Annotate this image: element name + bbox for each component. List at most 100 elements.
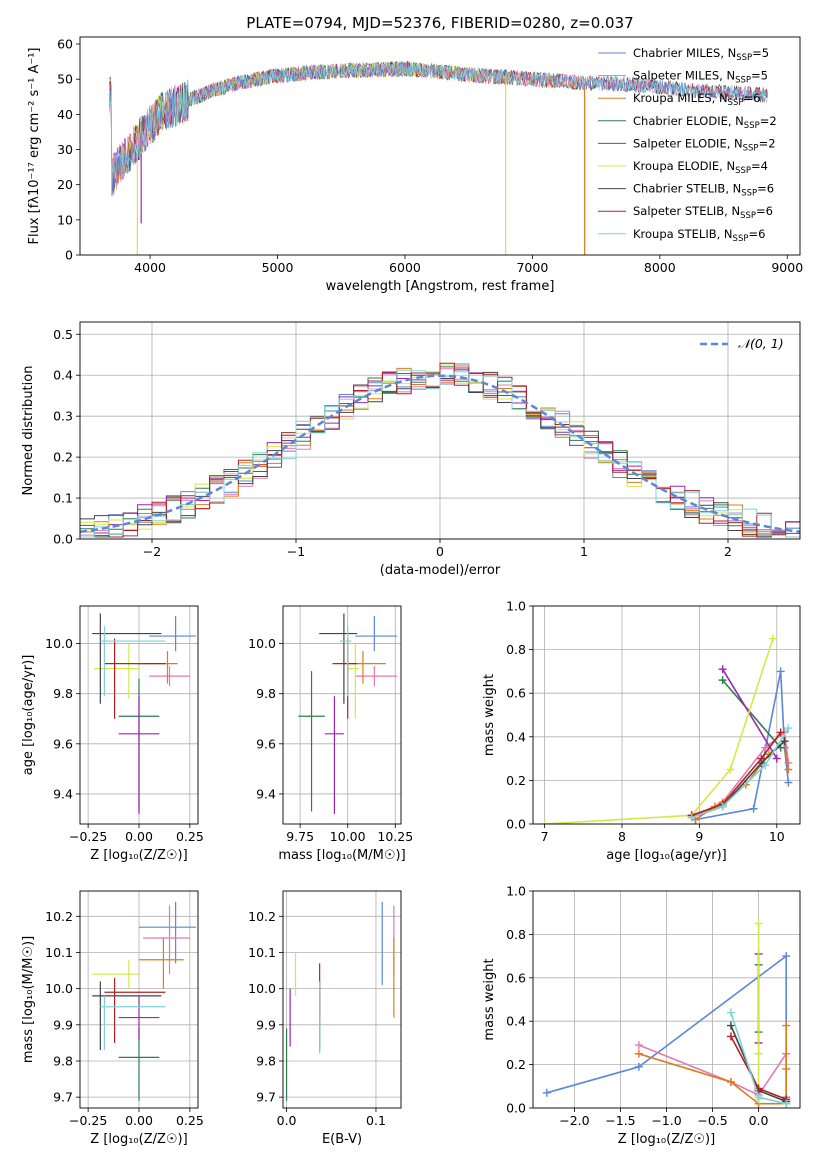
chart-age_vs_Z: −0.25 0.00 0.25 9.4 9.6 9.8 10.0 Z [log₁₀(Z/Z☉)… [21,605,204,863]
weight-marker-salpeter_elodie [718,665,727,674]
y-axis-label: age [log₁₀(age/yr)] [21,655,36,776]
x-tick-label: 10.25 [377,829,413,844]
x-tick-label: −2 [143,544,161,559]
legend-label: Chabrier STELIB, NSSP=6 [633,182,774,199]
weight-marker-kroupa_miles [782,1021,791,1030]
axes-frame [532,605,801,825]
x-axis-label: Z [log₁₀(Z/Z☉)] [618,1132,715,1147]
spectrum-line-salpeter_elodie [109,61,507,197]
weight-line-chabrier_elodie [721,679,782,749]
y-tick-label: 10.2 [248,909,276,924]
weight-marker-chabrier_stelib [780,737,789,746]
x-axis-label: E(B-V) [322,1132,362,1147]
errorbar-kroupa_stelib [100,995,166,1051]
errorbar-kroupa_miles [139,938,184,989]
chart-spectrum: 4000 5000 6000 7000 8000 9000 0 10 20 30 40 50 60 wav… [27,37,803,294]
errorbar-salpeter_elodie [118,696,160,814]
x-tick-label: 0.00 [125,1113,153,1128]
weight-marker-kroupa_stelib [754,1093,763,1102]
weight-marker-salpeter_stelib [726,1032,735,1041]
spectrum-line-chabrier_miles [109,61,768,197]
x-axis-label: (data-model)/error [380,563,501,578]
weight-marker-chabrier_miles [749,804,758,813]
weight-marker-kroupa_stelib [782,1099,791,1108]
errorbar-kroupa_miles [136,651,178,684]
weight-marker-kroupa_stelib [718,802,727,811]
errorbar-salpeter_elodie [324,696,344,814]
y-tick-label: 0.1 [53,491,73,506]
weight-line-salpeter_elodie [721,668,778,760]
weight-marker-kroupa_miles [726,1077,735,1086]
y-tick-label: 9.8 [256,1053,276,1068]
x-tick-label: 6000 [389,260,421,275]
errorbar-salpeter_stelib [332,638,358,719]
x-tick-label: 2 [724,544,732,559]
figure-title: PLATE=0794, MJD=52376, FIBERID=0280, z=0… [246,14,633,32]
weight-marker-chabrier_stelib [726,1021,735,1030]
charts-container: 4000 5000 6000 7000 8000 90000102030405060wav… [21,37,803,1147]
y-tick-label: 9.8 [53,686,73,701]
x-axis-label: mass [log₁₀(M/M☉)] [278,848,405,863]
y-tick-label: 9.6 [53,736,73,751]
chart-age_vs_mass: 9.75 10.00 10.25 9.4 9.6 9.8 10.0 mass [log₁₀(M… [248,605,413,863]
legend: Chabrier MILES, NSSP=5 Salpeter MILES, NS… [598,46,777,244]
spectrum-line-chabrier_elodie [109,60,507,195]
weight-marker-kroupa_elodie [540,820,549,824]
weight-line-kroupa_stelib [691,727,790,819]
y-tick-label: 0.4 [506,1014,526,1029]
x-tick-label: 10.00 [330,829,366,844]
y-tick-label: 0.2 [53,450,73,465]
y-axis-label: mass weight [482,958,497,1040]
y-tick-label: 0.2 [506,1057,526,1072]
y-tick-label: 0.6 [506,970,526,985]
plot-area [540,634,793,824]
y-tick-label: 0.4 [506,729,526,744]
errorbar-salpeter_stelib [104,638,166,719]
y-tick-label: 30 [57,142,73,157]
errorbar-kroupa_elodie [94,643,139,699]
legend-label: Salpeter ELODIE, NSSP=2 [633,136,776,153]
y-tick-label: 0.0 [53,532,73,547]
legend-label: Salpeter STELIB, NSSP=6 [633,204,773,221]
chart-weight_vs_age: 7 8 9 10 0.0 0.2 0.4 0.6 0.8 1.0 age [log₁₀(age/yr… [482,599,801,863]
legend-label: Kroupa STELIB, NSSP=6 [633,227,765,244]
weight-line-salpeter_miles [691,730,790,819]
y-tick-label: 9.7 [256,1090,276,1105]
errorbar-chabrier_stelib [92,613,162,704]
x-tick-label: 9 [695,829,703,844]
chart-weight_vs_Z: −2.0 −1.5 −1.0 −0.5 0.0 0.0 0.2 0.4 0.6 0.8 1.0 Z [… [482,884,801,1147]
errorbar-chabrier_elodie [118,1028,160,1101]
legend-label: Chabrier ELODIE, NSSP=2 [633,114,777,131]
errorbar-salpeter_miles [355,666,398,687]
weight-marker-kroupa_elodie [768,634,777,643]
errorbar-kroupa_miles [343,651,386,684]
y-tick-label: 0.3 [53,409,73,424]
spectrum-line-kroupa_stelib [109,61,768,180]
legend-label: Kroupa ELODIE, NSSP=4 [633,159,768,176]
x-tick-label: −1.5 [605,1113,635,1128]
errorbar-chabrier_stelib [319,613,358,704]
x-tick-label: 8 [618,829,626,844]
weight-marker-kroupa_miles [784,765,793,774]
x-tick-label: 0.1 [366,1113,386,1128]
axes-frame [79,36,801,256]
histogram-salpeter_stelib [80,362,800,538]
x-tick-label: 9000 [771,260,803,275]
y-tick-label: 10.0 [248,636,276,651]
y-tick-label: 0.8 [506,927,526,942]
y-tick-label: 20 [57,177,73,192]
y-tick-label: 40 [57,107,73,122]
weight-marker-kroupa_miles [782,1064,791,1073]
x-tick-label: −0.25 [69,829,107,844]
weight-marker-chabrier_miles [542,1088,551,1097]
y-tick-label: 0.5 [53,327,73,342]
errorbar-kroupa_elodie [347,643,360,719]
x-axis-label: wavelength [Angstrom, rest frame] [326,279,555,294]
y-tick-label: 9.9 [256,1017,276,1032]
weight-marker-chabrier_miles [776,667,785,676]
weight-marker-salpeter_stelib [757,754,766,763]
weight-line-chabrier_miles [695,671,790,821]
y-axis-label: Flux [fλ10⁻¹⁷ erg cm⁻² s⁻¹ A⁻¹] [27,48,42,245]
chart-mass_vs_Z: −0.25 0.00 0.25 9.7 9.8 9.9 10.0 10.1 10.2 Z [log… [21,890,204,1147]
x-tick-label: 7 [541,829,549,844]
